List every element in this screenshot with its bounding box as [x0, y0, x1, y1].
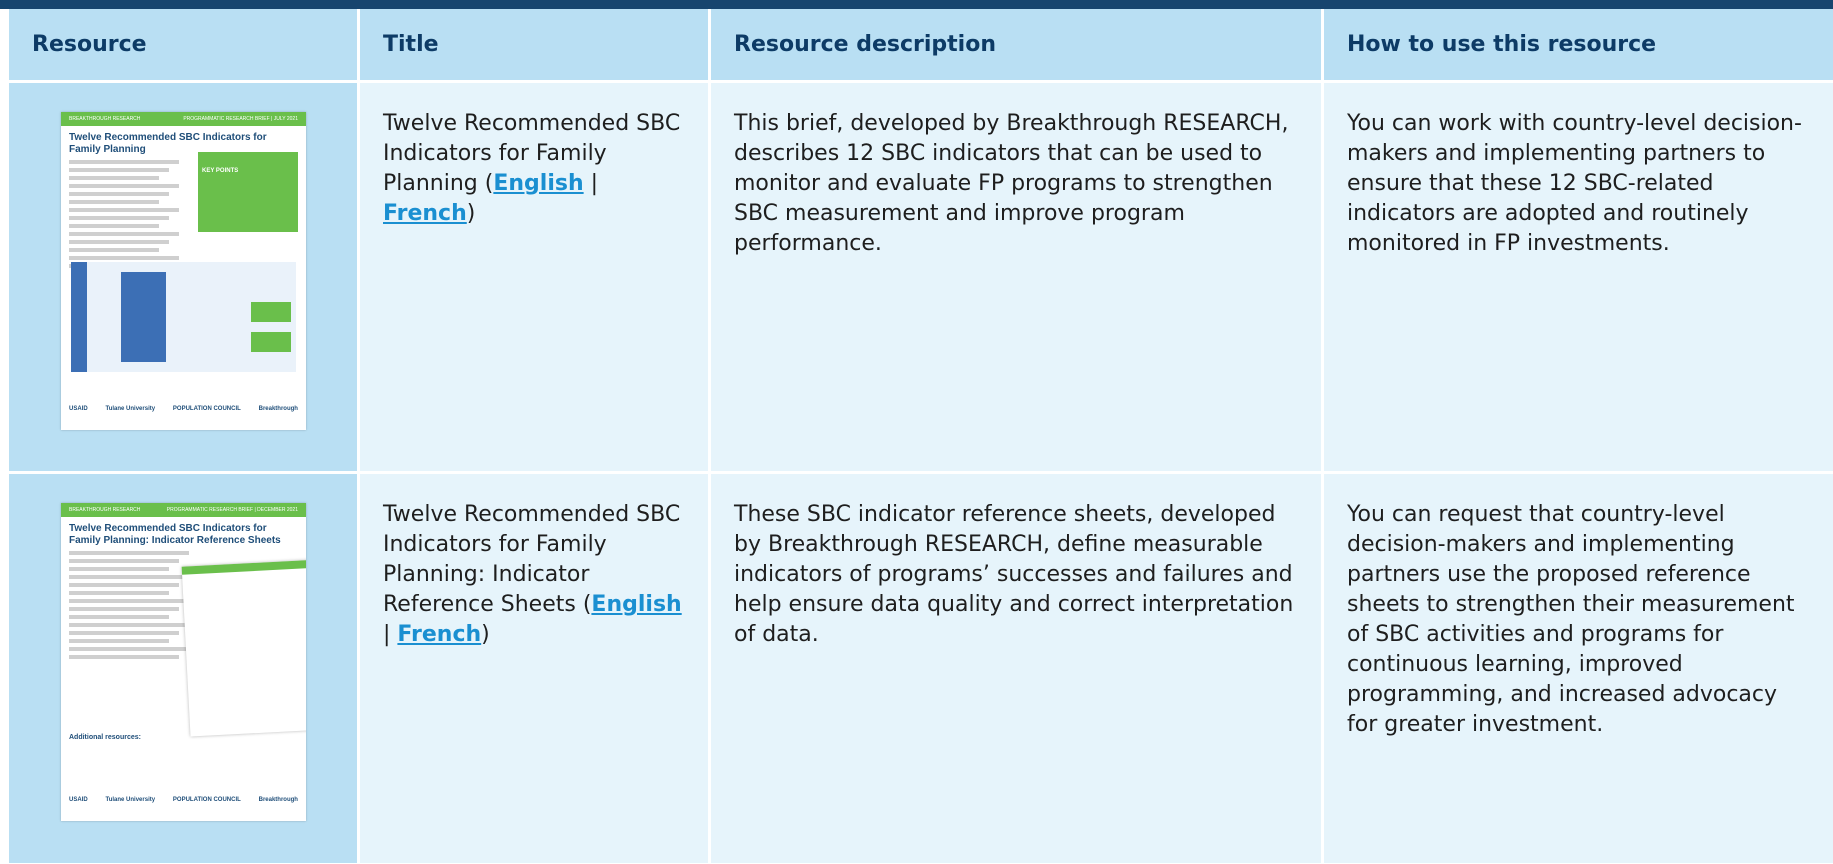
text-line — [69, 168, 169, 172]
link-separator: | — [383, 622, 398, 647]
text-line — [69, 240, 169, 244]
text-line — [69, 583, 179, 587]
thumbnail-band: BREAKTHROUGH RESEARCH PROGRAMMATIC RESEAR… — [61, 503, 306, 517]
text-line — [69, 232, 179, 236]
logo: Breakthrough — [258, 797, 298, 803]
column-header: Title — [360, 9, 708, 80]
logo: USAID — [69, 797, 88, 803]
logos: USAID Tulane University POPULATION COUNCIL… — [69, 394, 298, 424]
text-line — [69, 607, 179, 611]
text-line — [69, 639, 169, 643]
diagram-block — [121, 272, 166, 362]
how-to-use-cell: You can request that country-level decis… — [1324, 474, 1833, 863]
resource-table: Resource Title Resource description How to … — [0, 9, 1833, 863]
thumbnail: BREAKTHROUGH RESEARCH PROGRAMMATIC RESEAR… — [61, 112, 306, 430]
band-right: PROGRAMMATIC RESEARCH BRIEF | DECEMBER 2… — [166, 507, 298, 513]
logos: USAID Tulane University POPULATION COUNCIL… — [69, 785, 298, 815]
thumbnail-heading: Twelve Recommended SBC Indicators for Fa… — [69, 523, 281, 546]
text-line — [69, 655, 179, 659]
diagram-block — [251, 332, 291, 352]
title-text: Twelve Recommended SBC Indicators for Fa… — [383, 111, 681, 196]
column-header: How to use this resource — [1324, 9, 1833, 80]
title-close: ) — [481, 622, 490, 647]
link-french[interactable]: French — [397, 622, 482, 647]
link-french[interactable]: French — [383, 201, 467, 226]
text-line — [69, 559, 179, 563]
thumbnail-band: BREAKTHROUGH RESEARCH PROGRAMMATIC RESEAR… — [61, 112, 306, 126]
text-line — [69, 575, 189, 579]
text-line — [69, 192, 169, 196]
text-line — [69, 599, 189, 603]
logo: USAID — [69, 406, 88, 412]
text-line — [69, 256, 179, 260]
text-line — [69, 160, 179, 164]
title-close: ) — [466, 201, 476, 226]
diagram — [71, 262, 296, 372]
text-line — [69, 647, 189, 651]
band-left: BREAKTHROUGH RESEARCH — [69, 507, 141, 513]
top-bar — [0, 0, 1833, 9]
band-right: PROGRAMMATIC RESEARCH BRIEF | JULY 2021 — [183, 116, 298, 122]
title-cell: Twelve Recommended SBC Indicators for Fa… — [360, 474, 708, 863]
text-line — [69, 567, 169, 571]
resource-cell: BREAKTHROUGH RESEARCH PROGRAMMATIC RESEAR… — [9, 83, 357, 471]
text-line — [69, 623, 189, 627]
title-text: Twelve Recommended SBC Indicators for Fa… — [383, 502, 681, 617]
diagram-block — [71, 262, 87, 372]
logo: POPULATION COUNCIL — [172, 406, 241, 412]
column-header: Resource — [9, 9, 357, 80]
text-line — [69, 615, 169, 619]
text-line — [69, 208, 179, 212]
band-left: BREAKTHROUGH RESEARCH — [69, 116, 141, 122]
text-line — [69, 216, 169, 220]
link-english[interactable]: English — [493, 171, 584, 196]
thumbnail: BREAKTHROUGH RESEARCH PROGRAMMATIC RESEAR… — [61, 503, 306, 821]
column-header: Resource description — [711, 9, 1321, 80]
text-line — [69, 551, 189, 555]
text-line — [69, 631, 179, 635]
resource-cell: BREAKTHROUGH RESEARCH PROGRAMMATIC RESEAR… — [9, 474, 357, 863]
inset-page — [181, 559, 306, 737]
description-cell: These SBC indicator reference sheets, de… — [711, 474, 1321, 863]
diagram-block — [251, 302, 291, 322]
text-line — [69, 176, 159, 180]
text-line — [69, 184, 179, 188]
logo: Tulane University — [105, 797, 156, 803]
link-english[interactable]: English — [591, 592, 682, 617]
logo: Tulane University — [105, 406, 156, 412]
logo: POPULATION COUNCIL — [172, 797, 241, 803]
description-cell: This brief, developed by Breakthrough RE… — [711, 83, 1321, 471]
key-points: KEY POINTS — [198, 152, 298, 232]
logo: Breakthrough — [258, 406, 298, 412]
inset-band — [181, 559, 306, 575]
text-line — [69, 200, 159, 204]
text-line — [69, 248, 159, 252]
link-separator: | — [583, 171, 599, 196]
title-cell: Twelve Recommended SBC Indicators for Fa… — [360, 83, 708, 471]
how-to-use-cell: You can work with country-level decision… — [1324, 83, 1833, 471]
additional-resources: Additional resources: — [69, 734, 141, 741]
text-line — [69, 591, 169, 595]
text-line — [69, 224, 159, 228]
thumbnail-heading: Twelve Recommended SBC Indicators for Fa… — [69, 132, 267, 155]
